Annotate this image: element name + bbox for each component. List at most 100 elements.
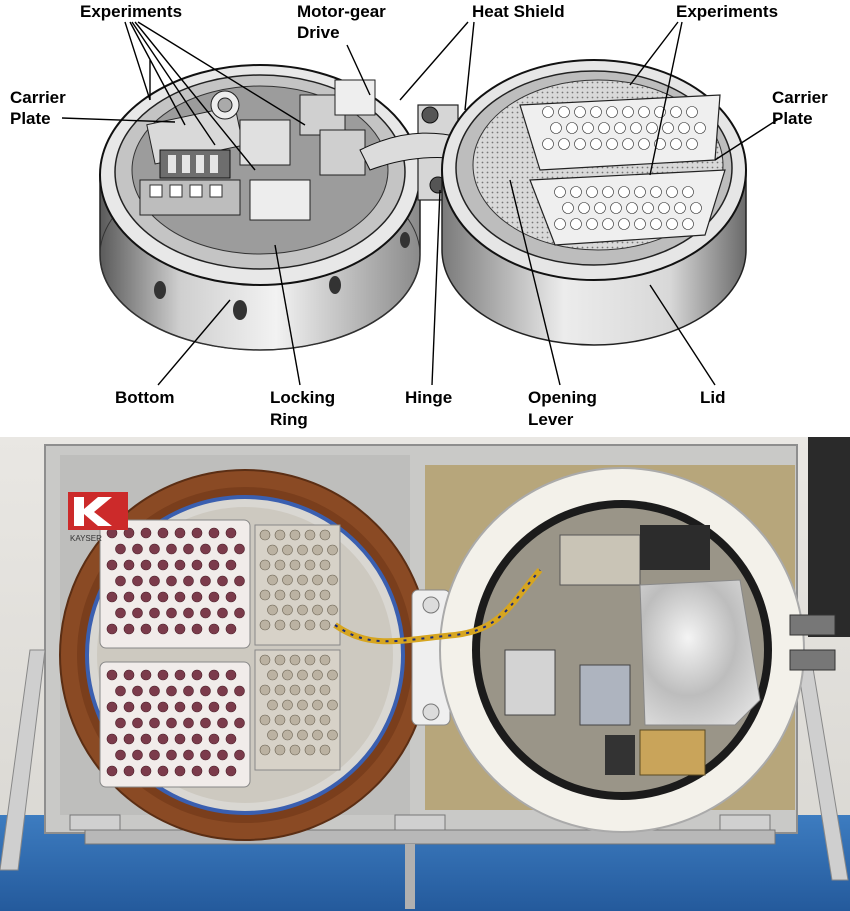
hole [200,685,211,697]
label-motor-gear-line2: Drive [297,23,340,42]
hole [666,186,678,198]
hole [149,685,160,697]
hole [259,744,271,756]
hole [174,669,186,681]
hole [327,729,338,741]
hole [225,591,237,603]
hole [157,701,169,713]
hole [274,529,286,541]
hole [590,106,602,118]
hole [166,685,177,697]
label-motor-gear-line1: Motor-gear [297,2,386,21]
hole [666,218,678,230]
hole [319,714,331,726]
hole [106,669,118,681]
hole [319,529,331,541]
hole [132,717,143,729]
hole [225,527,237,539]
label-hinge: Hinge [405,388,452,407]
hole [312,669,323,681]
hole [282,729,293,741]
hole [662,122,674,134]
hole [225,733,237,745]
hole [289,684,301,696]
hole [157,669,169,681]
hole [217,717,228,729]
hole [140,527,152,539]
hole [191,527,203,539]
hole [174,623,186,635]
hole [191,559,203,571]
hole [200,717,211,729]
hole [267,544,278,556]
hole [208,559,220,571]
label-lid: Lid [700,388,726,407]
hole [304,684,316,696]
hole [327,669,338,681]
hole [123,527,135,539]
hole [274,744,286,756]
hole [149,717,160,729]
hole [166,607,177,619]
hole [174,701,186,713]
hole [690,202,702,214]
hole [650,186,662,198]
hole [606,138,618,150]
hole [267,604,278,616]
hole [183,749,194,761]
hole [174,559,186,571]
hole [208,527,220,539]
hole [686,106,698,118]
hole [140,559,152,571]
label-carrier-left-line2: Plate [10,109,51,128]
hole [282,699,293,711]
hole [208,669,220,681]
hole [274,619,286,631]
hole [274,654,286,666]
hole [217,575,228,587]
hole [259,654,271,666]
hole [558,106,570,118]
hole [622,106,634,118]
hole [208,701,220,713]
kayser-logo: KAYSER [68,492,128,543]
hole [606,106,618,118]
hole [208,623,220,635]
hole [614,122,626,134]
hole [274,684,286,696]
hole [123,591,135,603]
hole [208,765,220,777]
hole [602,218,614,230]
hole [200,749,211,761]
hole [259,619,271,631]
hole [602,186,614,198]
hole [157,765,169,777]
hole [183,607,194,619]
hole [259,529,271,541]
hole [304,654,316,666]
hole [166,575,177,587]
hole [140,623,152,635]
hole [289,589,301,601]
hole [166,543,177,555]
hole [200,575,211,587]
lid-half-photo [439,467,836,833]
hole [208,591,220,603]
hole [642,202,654,214]
hole [267,699,278,711]
hole [123,623,135,635]
label-carrier-left-line1: Carrier [10,88,66,107]
hole [304,559,316,571]
hole [319,559,331,571]
hole [289,559,301,571]
hole [259,684,271,696]
hole [132,749,143,761]
hole [234,685,245,697]
hole [132,607,143,619]
hole [327,574,338,586]
hole [191,591,203,603]
hole [106,733,118,745]
hole [618,218,630,230]
hole [157,591,169,603]
hole [183,543,194,555]
